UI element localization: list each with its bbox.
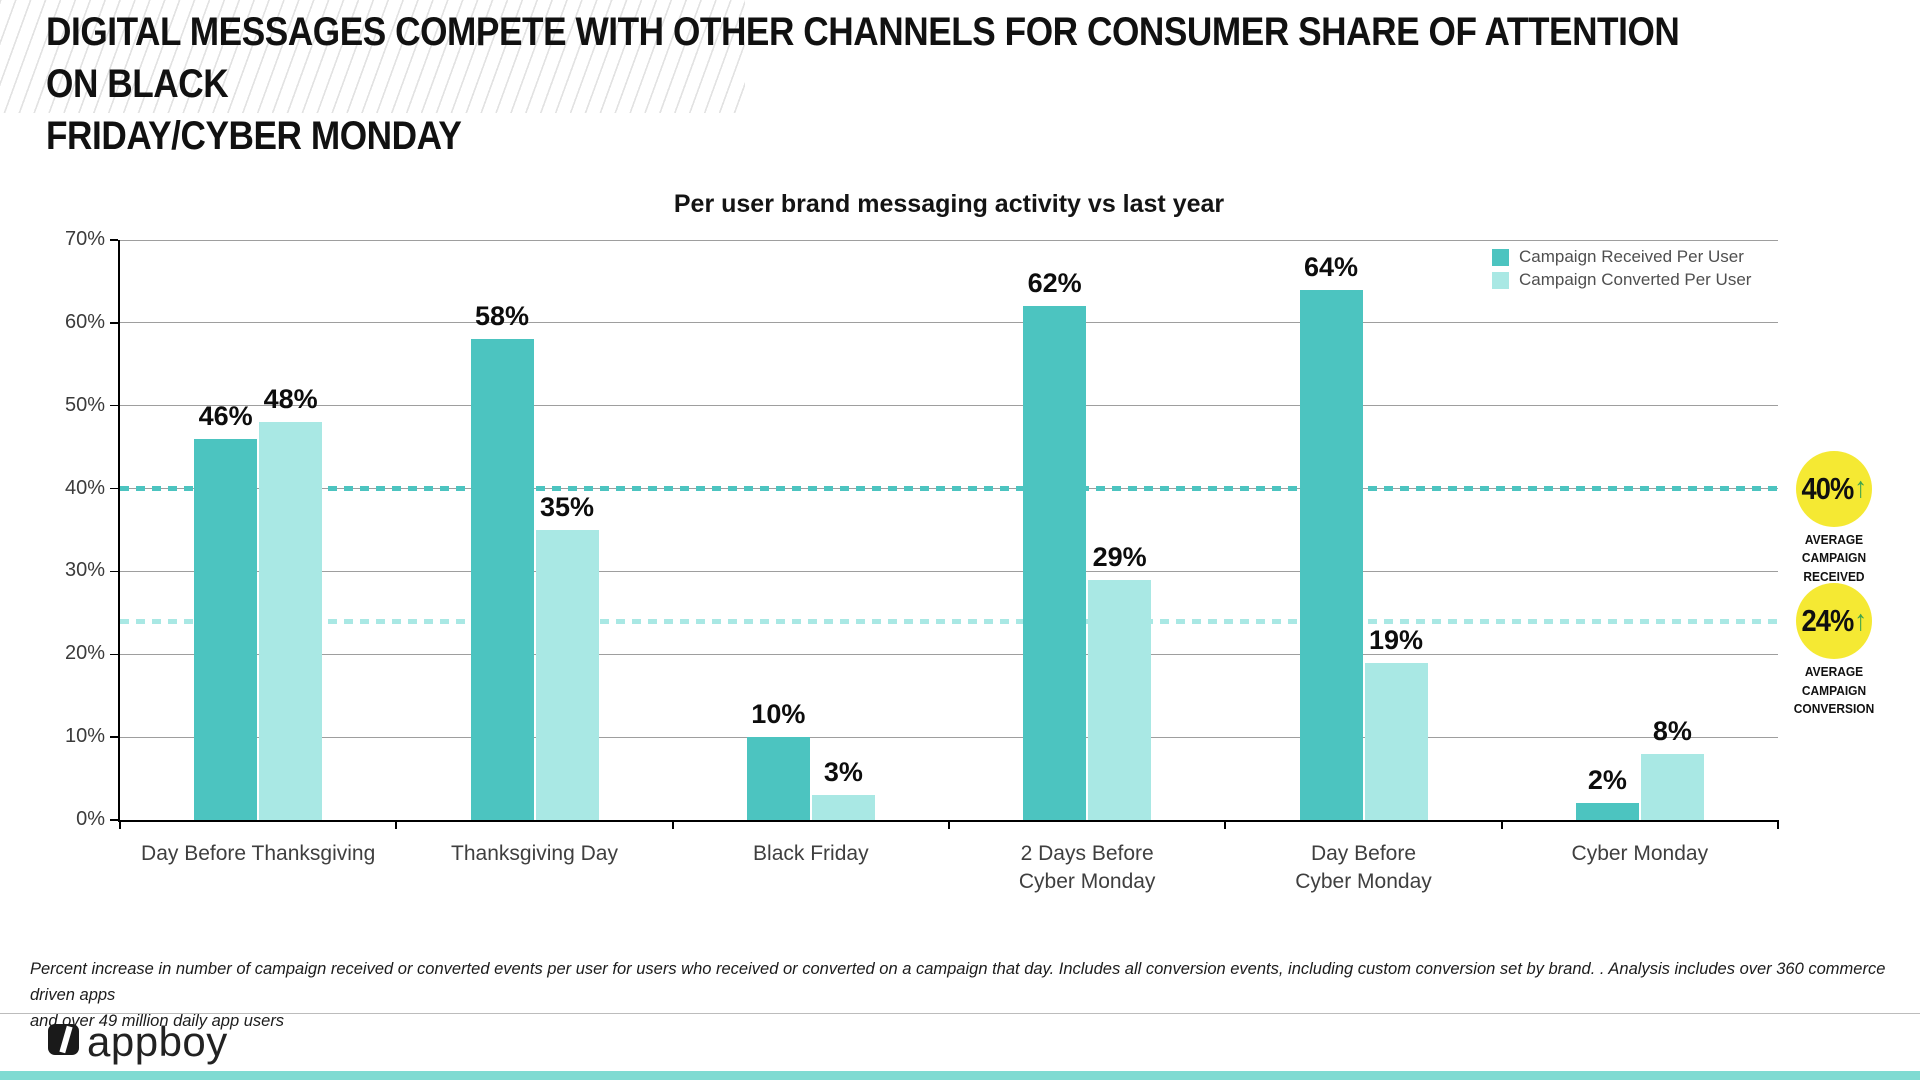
y-tick-40% xyxy=(110,487,118,490)
gridline-30 xyxy=(120,570,1778,572)
gridline-10 xyxy=(120,736,1778,738)
x-tick-6 xyxy=(1777,820,1779,829)
category-label: Day Before Cyber Monday xyxy=(1295,842,1432,893)
chart-legend: Campaign Received Per User Campaign Conve… xyxy=(1492,247,1751,293)
gridline-70 xyxy=(120,239,1778,241)
legend-swatch-icon xyxy=(1492,271,1509,289)
bar-campaign-received xyxy=(1299,289,1363,820)
y-tick-20% xyxy=(110,653,118,656)
up-arrow-icon: ↑ xyxy=(1854,604,1867,637)
bottom-accent-bar xyxy=(0,1071,1920,1080)
legend-label: Campaign Converted Per User xyxy=(1519,270,1752,289)
appboy-logo-icon xyxy=(48,1024,79,1055)
y-axis-label-0%: 0% xyxy=(76,808,105,830)
bar-value-label: 19% xyxy=(1368,624,1424,655)
y-tick-50% xyxy=(110,404,118,407)
bar-campaign-converted xyxy=(811,795,875,820)
average-badge-received: 40% ↑ xyxy=(1796,450,1872,527)
badge-caption: AVERAGE CAMPAIGN CONVERSION xyxy=(1793,664,1875,717)
category-label: Day Before Thanksgiving xyxy=(141,842,376,865)
ref-line-received xyxy=(120,486,1778,492)
category-label: Thanksgiving Day xyxy=(451,842,618,865)
bar-campaign-converted xyxy=(259,422,323,820)
bar-value-label: 35% xyxy=(539,492,595,522)
page-title-line2: FRIDAY/CYBER MONDAY xyxy=(46,114,462,158)
bar-campaign-converted xyxy=(1364,662,1428,820)
brand-name: appboy xyxy=(87,1018,228,1065)
gridline-60 xyxy=(120,322,1778,324)
x-tick-2 xyxy=(671,820,674,829)
y-axis-label-60%: 60% xyxy=(64,310,105,333)
footer-divider xyxy=(0,1013,1920,1014)
bar-value-label: 62% xyxy=(1027,268,1082,299)
logo-slash-icon xyxy=(59,1025,73,1054)
x-tick-3 xyxy=(948,820,950,829)
y-tick-10% xyxy=(110,736,118,738)
badge-value: 24% xyxy=(1801,603,1854,639)
bar-campaign-received xyxy=(746,737,810,820)
y-axis-label-20%: 20% xyxy=(64,642,105,665)
page-title: DIGITAL MESSAGES COMPETE WITH OTHER CHAN… xyxy=(46,6,1718,162)
bar-value-label: 46% xyxy=(198,400,253,431)
bar-value-label: 2% xyxy=(1587,765,1627,796)
bar-value-label: 58% xyxy=(474,301,530,332)
legend-item-converted: Campaign Converted Per User xyxy=(1492,270,1751,290)
bar-campaign-received xyxy=(1023,306,1087,820)
category-label: Black Friday xyxy=(753,842,869,865)
y-axis-label-30%: 30% xyxy=(64,559,105,582)
bar-campaign-converted xyxy=(1088,579,1152,820)
gridline-20 xyxy=(120,653,1778,655)
badge-caption: AVERAGE CAMPAIGN RECEIVED xyxy=(1801,531,1867,584)
y-tick-70% xyxy=(110,239,118,241)
badge-content: 24% ↑ xyxy=(1801,603,1867,639)
y-axis-label-10%: 10% xyxy=(64,725,105,748)
bar-campaign-converted xyxy=(535,530,599,820)
bar-campaign-received xyxy=(194,438,258,820)
y-axis-label-40%: 40% xyxy=(64,476,105,499)
bar-value-label: 64% xyxy=(1303,251,1359,282)
legend-swatch-icon xyxy=(1492,248,1509,266)
bar-value-label: 48% xyxy=(263,384,318,415)
x-tick-5 xyxy=(1500,820,1503,829)
bar-value-label: 8% xyxy=(1652,715,1692,746)
bar-value-label: 10% xyxy=(751,699,806,730)
legend-item-received: Campaign Received Per User xyxy=(1492,247,1751,267)
y-tick-30% xyxy=(110,570,118,573)
bar-campaign-received xyxy=(470,339,534,820)
y-axis-label-50%: 50% xyxy=(64,393,105,416)
bar-campaign-received xyxy=(1575,803,1639,820)
category-label: 2 Days Before Cyber Monday xyxy=(1018,842,1156,893)
bar-value-label: 29% xyxy=(1092,541,1147,572)
page-title-line1: DIGITAL MESSAGES COMPETE WITH OTHER CHAN… xyxy=(46,10,1680,106)
x-tick-4 xyxy=(1224,820,1227,829)
legend-label: Campaign Received Per User xyxy=(1519,247,1744,266)
bar-campaign-converted xyxy=(1640,753,1704,820)
y-axis xyxy=(118,240,120,820)
hatched-banner xyxy=(0,0,745,113)
ref-line-converted xyxy=(120,618,1778,624)
category-label: Cyber Monday xyxy=(1571,842,1709,865)
footnote: Percent increase in number of campaign r… xyxy=(30,960,1886,1030)
x-tick-0 xyxy=(119,820,121,829)
badge-content: 40% ↑ xyxy=(1801,471,1867,507)
gridline-50 xyxy=(120,405,1778,407)
up-arrow-icon: ↑ xyxy=(1854,472,1867,505)
chart-title: Per user brand messaging activity vs las… xyxy=(673,190,1225,218)
x-tick-1 xyxy=(395,820,398,829)
bar-value-label: 3% xyxy=(823,757,863,788)
badge-value: 40% xyxy=(1801,470,1854,506)
y-tick-0% xyxy=(110,819,118,821)
y-axis-label-70%: 70% xyxy=(64,228,105,250)
y-tick-60% xyxy=(110,322,118,324)
average-badge-conversion: 24% ↑ xyxy=(1796,583,1872,660)
